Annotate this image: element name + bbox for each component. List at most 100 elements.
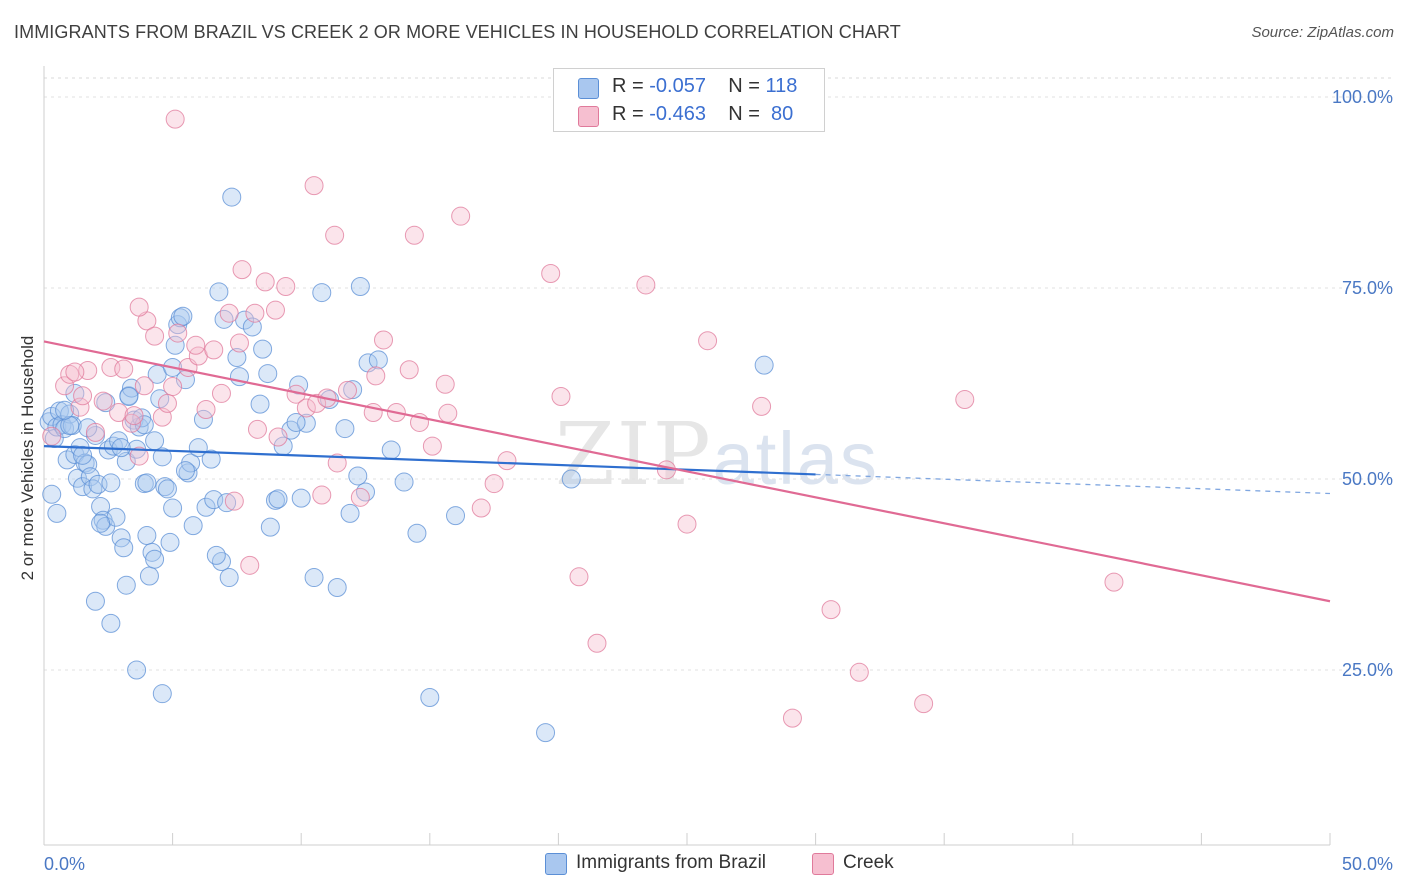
legend-r-value: -0.463: [649, 103, 706, 125]
data-point-brazil: [157, 479, 177, 499]
data-point-brazil: [291, 488, 311, 508]
data-point-creek: [541, 263, 561, 283]
data-point-creek: [438, 403, 458, 423]
data-point-brazil: [219, 568, 239, 588]
data-point-creek: [109, 403, 129, 423]
data-point-brazil: [335, 419, 355, 439]
data-point-brazil: [55, 400, 75, 420]
data-point-creek: [955, 390, 975, 410]
data-point-creek: [551, 386, 571, 406]
legend-text-brazil: R = -0.057 N = 118: [612, 75, 797, 98]
data-point-brazil: [350, 276, 370, 296]
data-point-creek: [484, 474, 504, 494]
y-tick-label: 75.0%: [1342, 278, 1393, 298]
series-label-creek: Creek: [843, 852, 894, 873]
data-point-creek: [114, 359, 134, 379]
data-point-creek: [204, 340, 224, 360]
legend-text-creek: R = -0.463 N = 80: [612, 103, 793, 126]
legend-r-value: -0.057: [649, 75, 706, 97]
data-point-brazil: [91, 513, 111, 533]
data-point-creek: [124, 406, 144, 426]
data-point-brazil: [304, 568, 324, 588]
data-point-creek: [1104, 572, 1124, 592]
data-point-brazil: [103, 436, 123, 456]
data-point-brazil: [119, 386, 139, 406]
data-point-brazil: [127, 660, 147, 680]
data-point-brazil: [145, 549, 165, 569]
data-point-creek: [70, 397, 90, 417]
data-point-creek: [240, 555, 260, 575]
data-point-creek: [168, 323, 188, 343]
data-point-brazil: [407, 523, 427, 543]
data-point-brazil: [101, 473, 121, 493]
data-point-creek: [93, 391, 113, 411]
data-point-creek: [224, 491, 244, 511]
data-point-brazil: [446, 506, 466, 526]
data-point-brazil: [343, 380, 363, 400]
data-point-creek: [307, 393, 327, 413]
data-point-creek: [497, 451, 517, 471]
data-point-creek: [196, 399, 216, 419]
data-point-creek: [134, 376, 154, 396]
data-point-brazil: [222, 187, 242, 207]
data-point-creek: [85, 422, 105, 442]
data-point-creek: [296, 398, 316, 418]
data-point-brazil: [114, 538, 134, 558]
legend-r-label: R =: [612, 75, 644, 97]
data-point-brazil: [152, 684, 172, 704]
data-point-brazil: [137, 526, 157, 546]
trendline-brazil: [43, 445, 816, 476]
data-point-brazil: [175, 461, 195, 481]
legend-n-label: N =: [728, 103, 760, 125]
data-point-brazil: [160, 532, 180, 552]
data-point-creek: [211, 383, 231, 403]
legend-n-label: N =: [728, 75, 760, 97]
x-tick-label: 50.0%: [1342, 854, 1393, 874]
data-point-brazil: [42, 484, 62, 504]
data-point-creek: [65, 362, 85, 382]
data-point-creek: [325, 225, 345, 245]
data-point-brazil: [253, 339, 273, 359]
data-point-creek: [849, 662, 869, 682]
data-point-creek: [422, 436, 442, 456]
data-point-creek: [55, 376, 75, 396]
data-point-creek: [304, 176, 324, 196]
data-point-creek: [229, 333, 249, 353]
data-point-brazil: [137, 473, 157, 493]
data-point-creek: [165, 109, 185, 129]
data-point-creek: [163, 377, 183, 397]
data-point-brazil: [250, 394, 270, 414]
data-point-brazil: [173, 306, 193, 326]
legend-r-label: R =: [612, 103, 644, 125]
x-tick-label: 0.0%: [44, 854, 85, 874]
data-point-creek: [821, 600, 841, 620]
trendline-creek: [43, 340, 1331, 603]
data-point-brazil: [183, 516, 203, 536]
data-point-brazil: [209, 282, 229, 302]
data-point-creek: [186, 335, 206, 355]
data-point-brazil: [152, 447, 172, 467]
data-point-brazil: [85, 591, 105, 611]
data-point-creek: [366, 366, 386, 386]
legend-swatch-creek: [578, 106, 599, 127]
data-point-brazil: [536, 723, 556, 743]
data-point-creek: [232, 260, 252, 280]
data-point-creek: [129, 297, 149, 317]
data-point-brazil: [145, 431, 165, 451]
data-point-creek: [677, 514, 697, 534]
data-point-brazil: [260, 517, 280, 537]
data-point-creek: [587, 633, 607, 653]
data-point-brazil: [101, 613, 121, 633]
data-point-brazil: [258, 364, 278, 384]
data-point-brazil: [312, 283, 332, 303]
data-point-brazil: [201, 449, 221, 469]
data-point-creek: [451, 206, 471, 226]
data-point-creek: [337, 380, 357, 400]
data-point-brazil: [754, 355, 774, 375]
data-point-creek: [569, 567, 589, 587]
data-point-creek: [129, 446, 149, 466]
data-point-brazil: [163, 498, 183, 518]
data-point-creek: [698, 331, 718, 351]
series-swatch-brazil: [545, 853, 567, 875]
